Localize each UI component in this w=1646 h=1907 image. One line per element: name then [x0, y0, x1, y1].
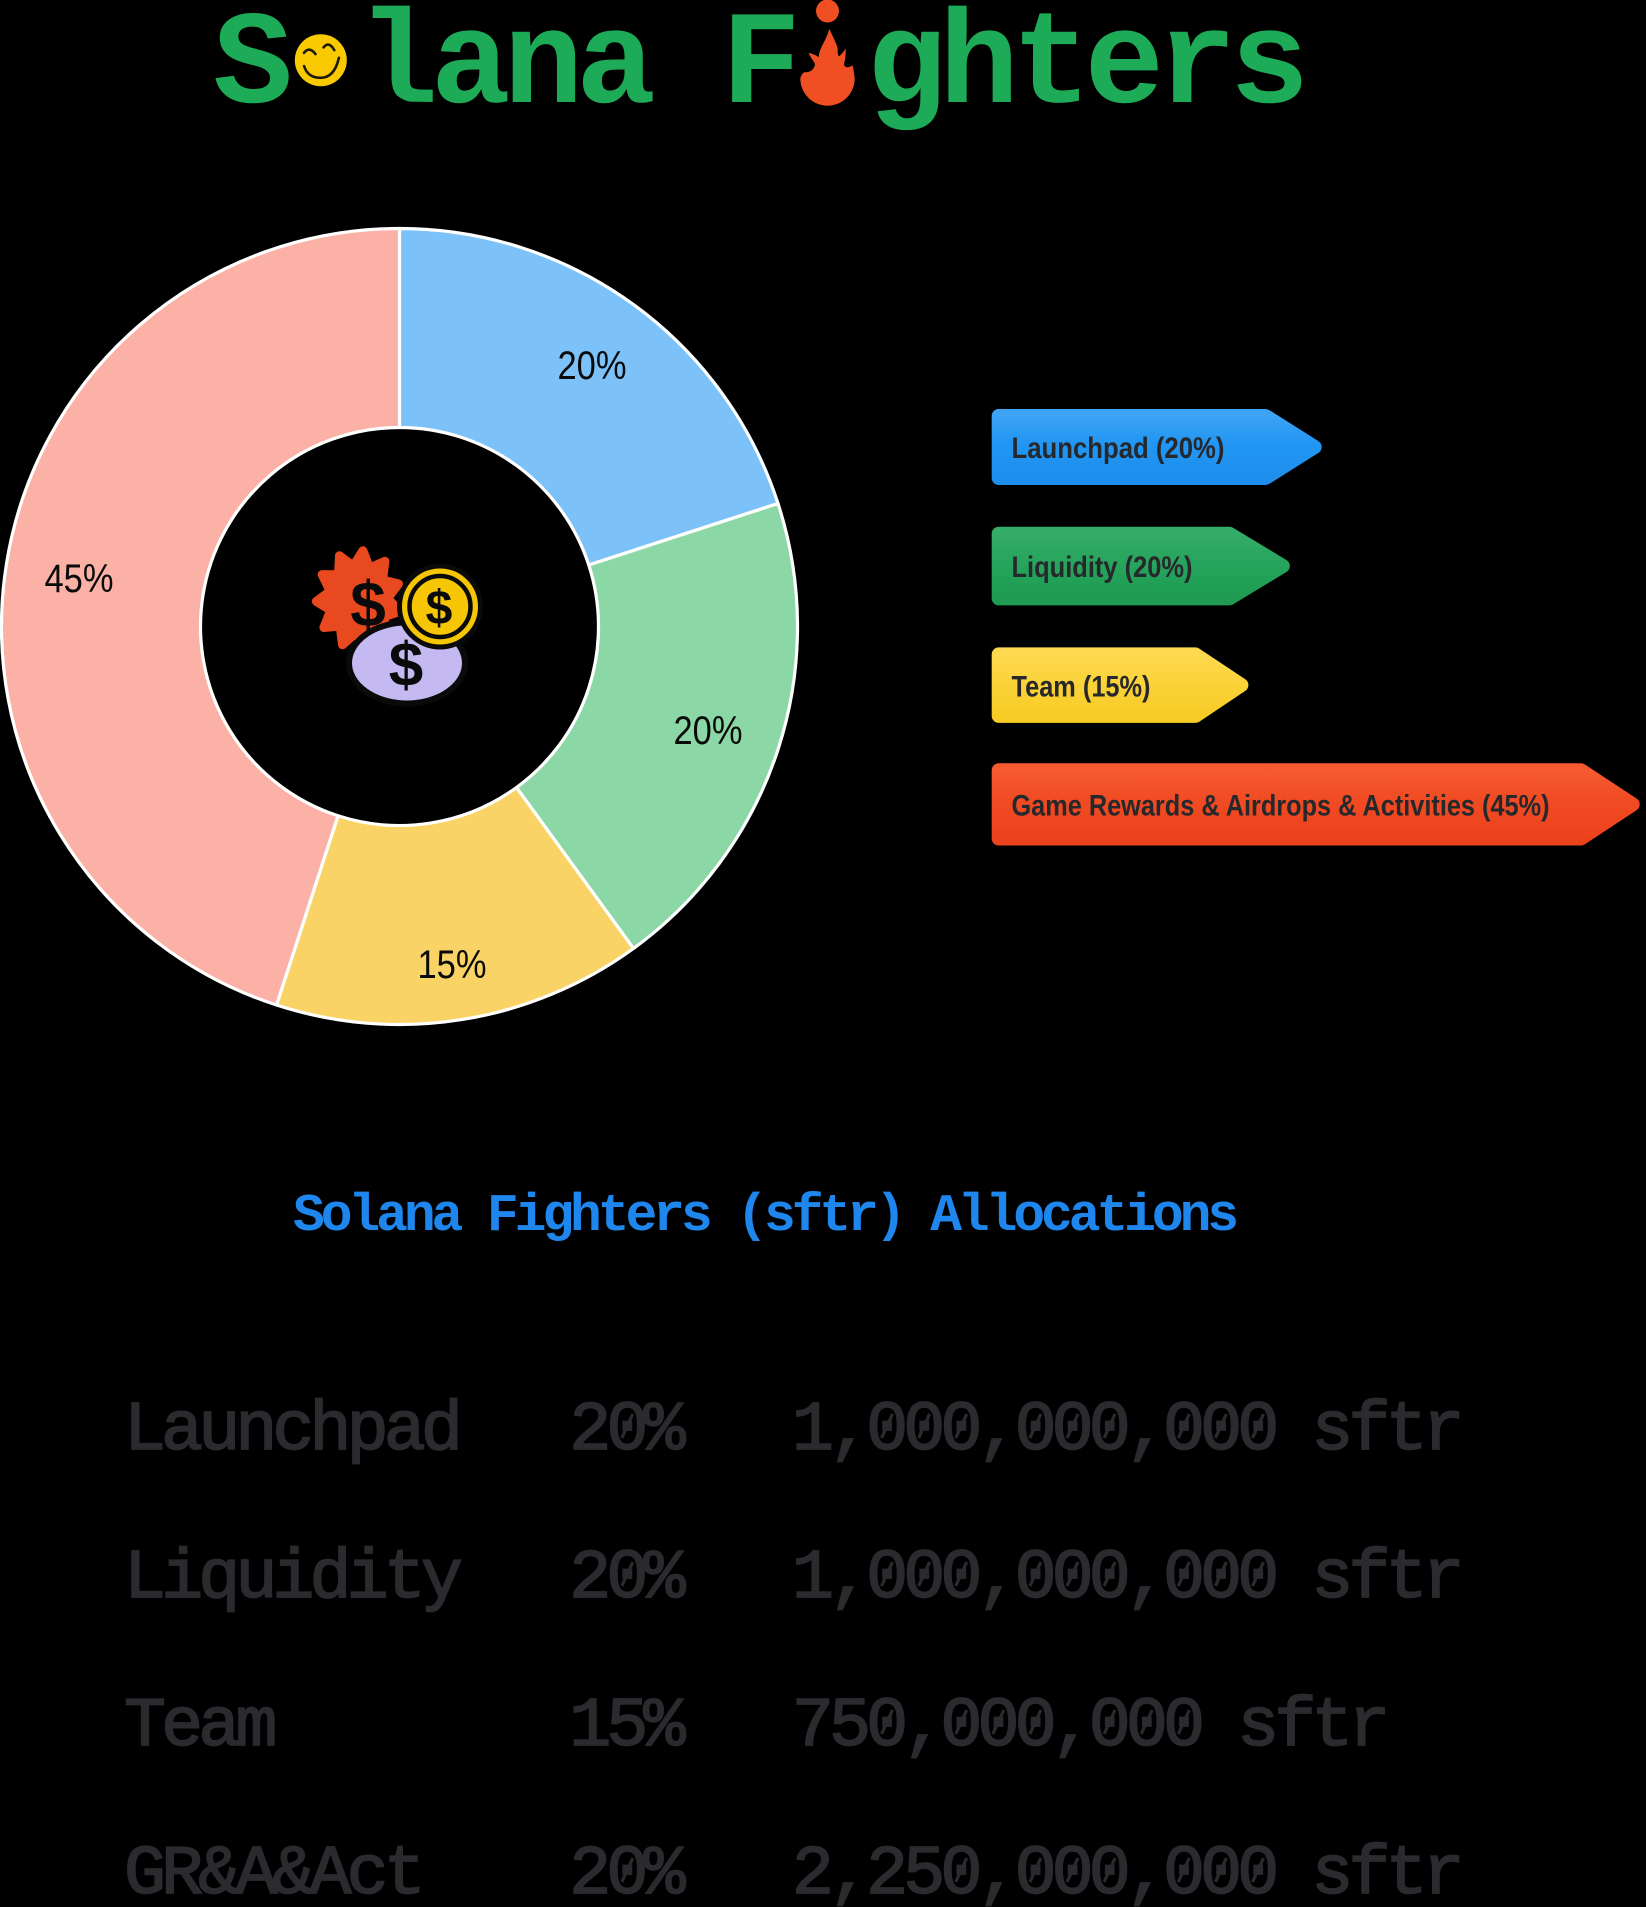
- svg-text:20%: 20%: [674, 709, 743, 753]
- svg-text:S lana F ghters: S lana F ghters: [213, 0, 1302, 142]
- svg-text:Solana Fighters (sftr) Allocat: Solana Fighters (sftr) Allocations: [293, 1186, 1236, 1246]
- svg-text:20%: 20%: [558, 344, 627, 388]
- svg-text:Team 15% 750,000,000: Team 15% 750,000,000 sftr: [124, 1688, 1386, 1767]
- svg-text:$: $: [426, 582, 453, 635]
- svg-text:GR&A&Act 20% 2,250,000,00: GR&A&Act 20% 2,250,000,000 sftr: [124, 1836, 1460, 1907]
- svg-text:Launchpad 20% 1,000,000,00: Launchpad 20% 1,000,000,000 sftr: [124, 1392, 1460, 1471]
- svg-text:Launchpad (20%): Launchpad (20%): [1012, 432, 1225, 465]
- svg-text:Team (15%): Team (15%): [1012, 670, 1151, 703]
- svg-text:Liquidity 20% 1,000,000,00: Liquidity 20% 1,000,000,000 sftr: [124, 1540, 1460, 1619]
- svg-text:Liquidity (20%): Liquidity (20%): [1012, 551, 1193, 584]
- svg-text:15%: 15%: [418, 943, 487, 987]
- svg-text:Game Rewards & Airdrops & Acti: Game Rewards & Airdrops & Activities (45…: [1012, 790, 1550, 823]
- svg-text:45%: 45%: [45, 557, 114, 601]
